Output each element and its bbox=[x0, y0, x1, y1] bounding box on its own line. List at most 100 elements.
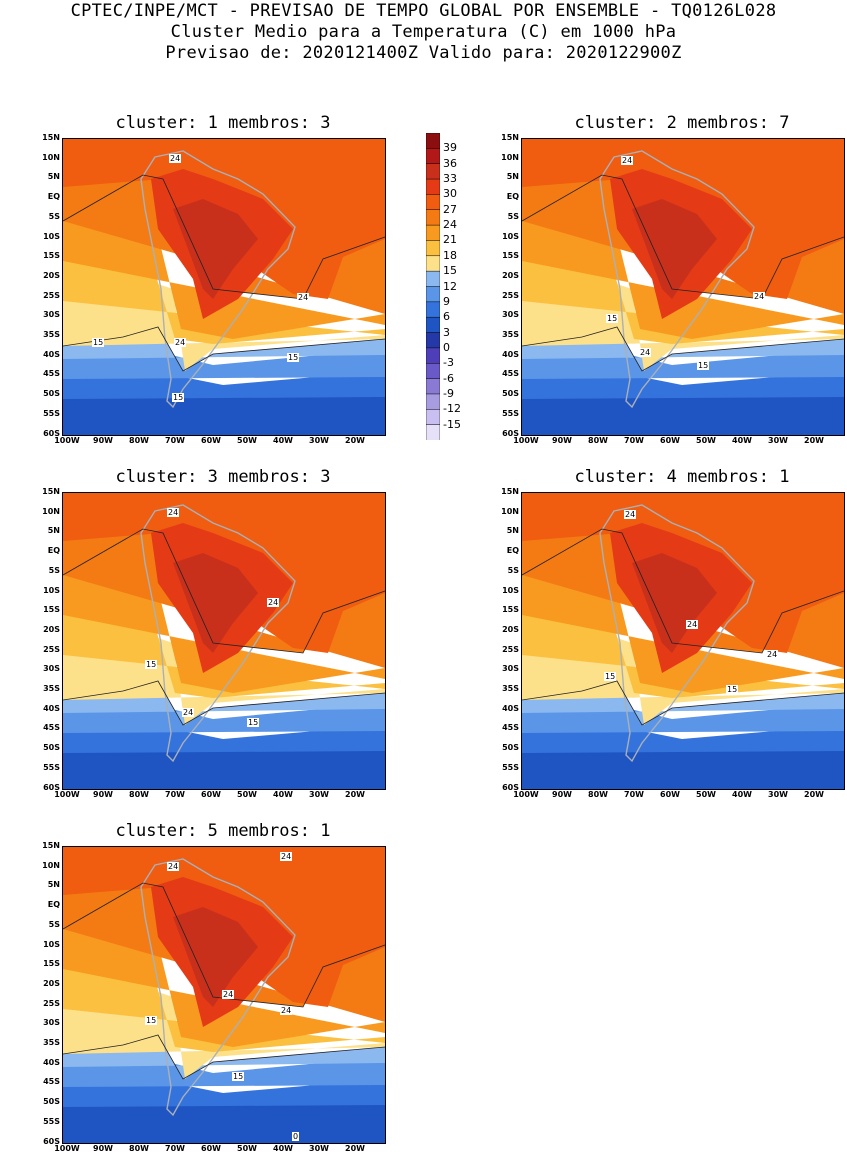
lat-tick-label: 25S bbox=[43, 998, 60, 1008]
lon-tick-label: 60W bbox=[201, 790, 221, 799]
lat-tick-label: 50S bbox=[502, 389, 519, 399]
lat-tick-label: 15N bbox=[42, 841, 60, 850]
lat-tick-label: 35S bbox=[43, 330, 60, 339]
contour-label: 24 bbox=[169, 154, 182, 163]
contour-label: 24 bbox=[639, 348, 652, 357]
colorbar-swatch bbox=[426, 347, 440, 364]
lon-tick-label: 80W bbox=[129, 790, 149, 799]
lon-tick-label: 80W bbox=[129, 436, 149, 445]
lat-tick-label: 40S bbox=[502, 703, 519, 713]
colorbar-label: -9 bbox=[443, 386, 454, 400]
coastline bbox=[140, 504, 296, 763]
contour-24 bbox=[63, 882, 385, 1008]
lat-tick-label: 45S bbox=[43, 369, 60, 379]
contour-label: 24 bbox=[174, 338, 187, 347]
contour-label: 15 bbox=[287, 353, 300, 362]
lon-tick-label: 100W bbox=[54, 1144, 80, 1153]
map-panel-1-field bbox=[63, 139, 385, 435]
map-panel-4-field bbox=[522, 493, 844, 789]
lat-tick-label: 10N bbox=[42, 506, 60, 516]
lat-tick-label: 5S bbox=[48, 211, 60, 221]
lat-tick-label: 5S bbox=[48, 565, 60, 575]
lon-tick-label: 80W bbox=[588, 436, 608, 445]
lat-tick-label: 60S bbox=[43, 782, 60, 792]
contour-label: 24 bbox=[766, 650, 779, 659]
colorbar-label: 39 bbox=[443, 141, 457, 155]
lat-tick-label: 45S bbox=[502, 723, 519, 733]
contour-15 bbox=[522, 326, 844, 372]
contour-label: 24 bbox=[167, 508, 180, 517]
lon-tick-label: 90W bbox=[552, 790, 572, 799]
lon-tick-label: 30W bbox=[768, 436, 788, 445]
lat-tick-label: 55S bbox=[43, 762, 60, 772]
lat-tick-label: 50S bbox=[43, 1097, 60, 1107]
lon-tick-label: 40W bbox=[273, 1144, 293, 1153]
lon-tick-label: 30W bbox=[768, 790, 788, 799]
panel-2-title: cluster: 2 membros: 7 bbox=[574, 113, 790, 133]
contour-label: 15 bbox=[92, 338, 105, 347]
colorbar-label: 36 bbox=[443, 156, 457, 170]
temperature-band bbox=[522, 391, 844, 435]
lat-tick-label: 30S bbox=[502, 664, 519, 674]
contour-24 bbox=[522, 174, 844, 300]
colorbar-label: -6 bbox=[443, 371, 454, 385]
lat-tick-label: 30S bbox=[43, 310, 60, 320]
lat-tick-label: 5N bbox=[506, 526, 519, 536]
lat-tick-label: EQ bbox=[47, 546, 60, 556]
lat-tick-label: 30S bbox=[43, 664, 60, 674]
lat-tick-label: 40S bbox=[43, 1057, 60, 1067]
lat-tick-label: 5N bbox=[506, 172, 519, 182]
map-panel-3-field bbox=[63, 493, 385, 789]
colorbar-label: 3 bbox=[443, 325, 450, 339]
contour-15 bbox=[63, 1034, 385, 1080]
lon-tick-label: 70W bbox=[165, 436, 185, 445]
colorbar-label: 9 bbox=[443, 294, 450, 308]
panel-4-title: cluster: 4 membros: 1 bbox=[574, 467, 790, 487]
colorbar-swatch bbox=[426, 424, 440, 440]
coastline bbox=[140, 150, 296, 409]
lat-tick-label: 25S bbox=[43, 644, 60, 654]
temperature-band bbox=[173, 907, 258, 1007]
header-line-2: Cluster Medio para a Temperatura (C) em … bbox=[170, 22, 677, 42]
contour-24 bbox=[63, 174, 385, 300]
lat-tick-label: 15S bbox=[43, 251, 60, 261]
lat-tick-label: 15N bbox=[42, 487, 60, 496]
contour-15 bbox=[522, 680, 844, 726]
lat-tick-label: 40S bbox=[43, 703, 60, 713]
lon-tick-label: 80W bbox=[129, 1144, 149, 1153]
contour-label: 24 bbox=[753, 292, 766, 301]
lat-tick-label: EQ bbox=[506, 192, 519, 202]
temperature-band bbox=[63, 883, 385, 1022]
lat-tick-label: 10S bbox=[43, 939, 60, 949]
contour-label: 15 bbox=[606, 314, 619, 323]
lat-tick-label: EQ bbox=[47, 192, 60, 202]
colorbar-swatch bbox=[426, 363, 440, 380]
lon-tick-label: 90W bbox=[93, 1144, 113, 1153]
lon-tick-label: 100W bbox=[513, 436, 539, 445]
contour-label: 24 bbox=[222, 990, 235, 999]
header-line-3: Previsao de: 2020121400Z Valido para: 20… bbox=[165, 43, 682, 63]
contour-label: 24 bbox=[167, 862, 180, 871]
contour-label: 24 bbox=[621, 156, 634, 165]
lon-tick-label: 40W bbox=[273, 436, 293, 445]
lon-tick-label: 80W bbox=[588, 790, 608, 799]
contour-label: 24 bbox=[297, 293, 310, 302]
lat-tick-label: 55S bbox=[502, 408, 519, 418]
map-panel-2 bbox=[521, 138, 845, 436]
lon-tick-label: 20W bbox=[345, 1144, 365, 1153]
colorbar-swatch bbox=[426, 286, 440, 303]
lat-tick-label: 25S bbox=[502, 290, 519, 300]
colorbar-swatch bbox=[426, 301, 440, 318]
contour-24 bbox=[522, 528, 844, 654]
lat-tick-label: 5S bbox=[48, 919, 60, 929]
lat-tick-label: 5S bbox=[507, 211, 519, 221]
map-panel-1 bbox=[62, 138, 386, 436]
lat-tick-label: 10N bbox=[42, 860, 60, 870]
lon-tick-label: 60W bbox=[201, 1144, 221, 1153]
lon-tick-label: 20W bbox=[345, 790, 365, 799]
lat-tick-label: 50S bbox=[502, 743, 519, 753]
lat-tick-label: 15N bbox=[501, 133, 519, 142]
lat-tick-label: 60S bbox=[43, 1136, 60, 1146]
temperature-band bbox=[63, 1099, 385, 1143]
lat-tick-label: 30S bbox=[502, 310, 519, 320]
